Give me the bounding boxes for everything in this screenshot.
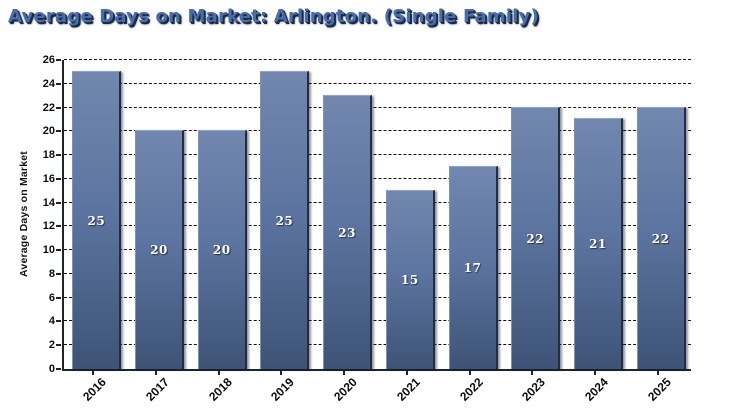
y-tick-mark — [56, 272, 61, 275]
y-tick-label-10: 10 — [42, 244, 55, 257]
bar-2020: 23 — [323, 95, 373, 369]
y-tick-mark — [56, 344, 61, 347]
x-tick-label-2019: 2019 — [268, 375, 298, 404]
gridline-y2 — [64, 344, 691, 346]
y-tick-mark — [56, 177, 61, 180]
x-tick-mark — [656, 371, 659, 375]
y-tick-mark — [56, 82, 61, 85]
x-tick-mark — [343, 371, 346, 375]
bar-value-label: 22 — [651, 231, 670, 246]
y-tick-mark — [56, 106, 61, 109]
y-tick-mark — [56, 296, 61, 299]
bar-value-label: 21 — [589, 237, 607, 251]
gridline-y24 — [64, 82, 691, 84]
bar-2022: 17 — [448, 166, 498, 369]
x-tick-label-2020: 2020 — [331, 375, 361, 404]
gridline-y6 — [64, 296, 691, 298]
bar-2016: 25 — [72, 71, 122, 369]
bar-value-label: 25 — [87, 213, 106, 228]
bar-2017: 20 — [135, 130, 185, 369]
chart-title: Average Days on Market: Arlington. (Sing… — [8, 6, 539, 27]
y-tick-label-6: 6 — [48, 291, 55, 304]
x-tick-label-2018: 2018 — [205, 375, 235, 404]
gridline-y22 — [64, 106, 691, 108]
x-tick-mark — [155, 371, 158, 375]
bar-value-label: 23 — [338, 225, 356, 240]
gridline-y20 — [64, 130, 691, 132]
x-tick-mark — [405, 371, 408, 375]
y-tick-label-2: 2 — [48, 339, 55, 352]
y-tick-label-8: 8 — [48, 267, 55, 280]
x-tick-mark — [593, 371, 596, 375]
y-tick-label-26: 26 — [42, 54, 55, 66]
y-tick-label-24: 24 — [42, 77, 55, 90]
bar-2023: 22 — [511, 107, 561, 369]
y-tick-mark — [56, 154, 61, 157]
bar-value-label: 20 — [212, 243, 231, 257]
x-tick-mark — [217, 371, 220, 375]
bar-2021: 15 — [385, 190, 435, 369]
y-tick-label-4: 4 — [48, 315, 55, 328]
gridline-y18 — [64, 154, 691, 156]
bar-2024: 21 — [573, 118, 623, 369]
y-tick-label-12: 12 — [42, 220, 55, 233]
x-tick-mark — [280, 371, 283, 375]
x-tick-label-2025: 2025 — [644, 375, 674, 404]
bar-value-label: 25 — [275, 213, 294, 228]
gridline-y4 — [64, 320, 691, 322]
y-tick-mark — [56, 130, 61, 133]
x-tick-label-2022: 2022 — [456, 375, 486, 404]
plot-area: 25 20 20 25 23 15 17 22 21 22 — [62, 59, 691, 371]
y-tick-mark — [56, 225, 61, 228]
y-tick-mark — [56, 201, 61, 204]
x-tick-mark — [531, 371, 534, 375]
x-tick-label-2017: 2017 — [143, 375, 172, 404]
bar-value-label: 17 — [463, 261, 482, 275]
gridline-y10 — [64, 249, 691, 251]
gridline-y26 — [64, 59, 691, 60]
y-tick-label-18: 18 — [42, 149, 55, 162]
y-tick-mark — [56, 249, 61, 252]
gridline-y16 — [64, 177, 691, 179]
gridline-y14 — [64, 201, 691, 203]
bar-2025: 22 — [636, 107, 686, 369]
x-tick-label-2024: 2024 — [582, 375, 611, 404]
y-tick-mark — [56, 368, 61, 370]
bar-2018: 20 — [197, 130, 247, 369]
y-tick-label-0: 0 — [48, 363, 55, 375]
gridline-y12 — [64, 225, 691, 227]
x-tick-label-2023: 2023 — [519, 375, 549, 404]
x-tick-mark — [92, 371, 95, 375]
y-tick-label-16: 16 — [42, 172, 55, 185]
gridline-y8 — [64, 272, 691, 274]
x-tick-label-2016: 2016 — [80, 375, 110, 404]
bar-value-label: 15 — [400, 273, 419, 287]
bar-2019: 25 — [260, 71, 310, 369]
y-tick-mark — [56, 59, 61, 61]
y-tick-label-14: 14 — [42, 196, 55, 209]
bar-value-label: 22 — [526, 231, 545, 246]
x-tick-mark — [468, 371, 471, 375]
y-tick-mark — [56, 320, 61, 323]
y-tick-label-22: 22 — [42, 101, 55, 114]
y-tick-label-20: 20 — [42, 125, 55, 138]
y-axis-title: Average Days on Market — [18, 151, 30, 277]
bar-value-label: 20 — [150, 243, 168, 257]
x-tick-label-2021: 2021 — [393, 375, 423, 404]
